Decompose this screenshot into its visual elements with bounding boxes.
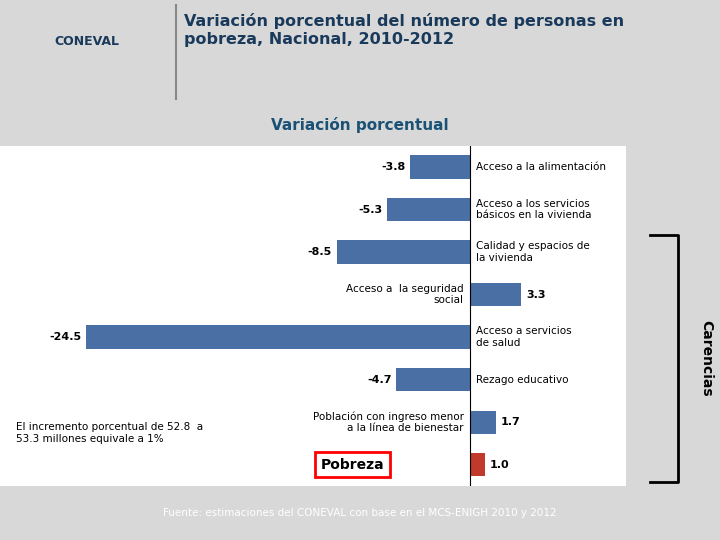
Bar: [469, 410, 496, 434]
Text: Acceso a los servicios
básicos en la vivienda: Acceso a los servicios básicos en la viv…: [476, 199, 592, 220]
Text: -5.3: -5.3: [358, 205, 382, 214]
Text: Acceso a la alimentación: Acceso a la alimentación: [476, 162, 606, 172]
Bar: [337, 240, 469, 264]
Text: El incremento porcentual de 52.8  a
53.3 millones equivale a 1%: El incremento porcentual de 52.8 a 53.3 …: [16, 422, 203, 444]
Bar: [469, 283, 521, 306]
Bar: [86, 326, 469, 349]
Bar: [469, 453, 485, 476]
Text: -4.7: -4.7: [367, 375, 392, 384]
Text: -24.5: -24.5: [49, 332, 81, 342]
Bar: [387, 198, 469, 221]
Text: Carencias: Carencias: [699, 320, 713, 397]
Text: Variación porcentual del número de personas en
pobreza, Nacional, 2010-2012: Variación porcentual del número de perso…: [184, 13, 624, 47]
Text: 1.0: 1.0: [490, 460, 510, 470]
Text: Población con ingreso menor
a la línea de bienestar: Población con ingreso menor a la línea d…: [312, 411, 464, 433]
Text: Fuente: estimaciones del CONEVAL con base en el MCS-ENIGH 2010 y 2012: Fuente: estimaciones del CONEVAL con bas…: [163, 508, 557, 518]
Text: Rezago educativo: Rezago educativo: [476, 375, 569, 384]
Text: -8.5: -8.5: [307, 247, 332, 257]
Text: Calidad y espacios de
la vivienda: Calidad y espacios de la vivienda: [476, 241, 590, 263]
Text: Pobreza: Pobreza: [320, 458, 384, 472]
Text: Variación porcentual: Variación porcentual: [271, 117, 449, 133]
Bar: [410, 156, 469, 179]
Bar: [396, 368, 469, 392]
Text: -3.8: -3.8: [382, 162, 405, 172]
FancyBboxPatch shape: [0, 0, 173, 108]
Text: Acceso a servicios
de salud: Acceso a servicios de salud: [476, 326, 572, 348]
Text: CONEVAL: CONEVAL: [54, 35, 119, 48]
Text: 3.3: 3.3: [526, 289, 546, 300]
Text: 1.7: 1.7: [501, 417, 521, 427]
Text: Acceso a  la seguridad
social: Acceso a la seguridad social: [346, 284, 464, 306]
